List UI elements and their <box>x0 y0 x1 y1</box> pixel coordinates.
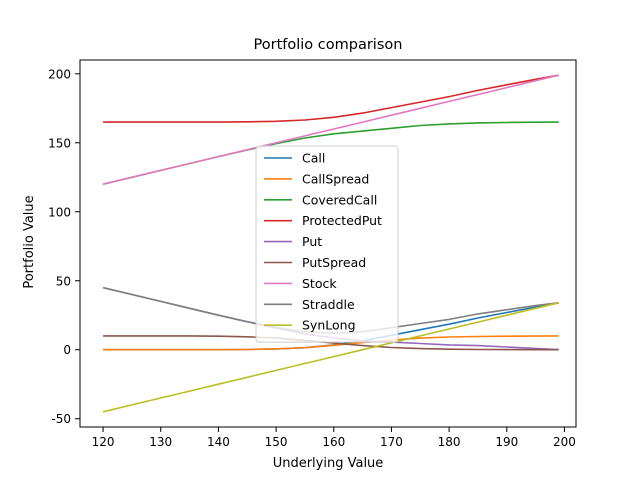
legend-entry: Call <box>302 151 325 166</box>
x-tick-label: 200 <box>553 435 576 449</box>
series-line-protectedput <box>103 74 559 123</box>
legend-entry: CallSpread <box>302 171 369 186</box>
y-tick-label: 150 <box>48 136 71 150</box>
series-line-callspread <box>103 335 559 351</box>
y-axis: -50 0 50 100 150 200 <box>48 67 80 426</box>
x-tick-label: 150 <box>265 435 288 449</box>
x-tick-label: 130 <box>149 435 172 449</box>
legend-entry: PutSpread <box>302 255 366 270</box>
x-tick-label: 170 <box>380 435 403 449</box>
x-tick-label: 190 <box>495 435 518 449</box>
x-tick-label: 120 <box>92 435 115 449</box>
legend-entry: SynLong <box>302 318 356 333</box>
legend-entry: CoveredCall <box>302 192 377 207</box>
x-tick-label: 140 <box>207 435 230 449</box>
legend-entry: Straddle <box>302 297 355 312</box>
series-line-putspread <box>103 335 559 351</box>
x-axis: 120 130 140 150 160 170 180 190 200 <box>92 427 576 449</box>
legend-entry: Stock <box>302 276 337 291</box>
y-tick-label: 200 <box>48 67 71 81</box>
y-tick-label: 0 <box>63 343 71 357</box>
y-tick-label: -50 <box>51 412 71 426</box>
legend: Call CallSpread CoveredCall ProtectedPut Put… <box>255 145 399 343</box>
legend-entry: Put <box>302 234 322 249</box>
x-axis-label: Underlying Value <box>273 456 384 471</box>
series-line-stock <box>102 74 559 185</box>
series-line-synlong <box>102 302 559 413</box>
y-tick-label: 100 <box>48 205 71 219</box>
x-tick-label: 160 <box>322 435 345 449</box>
y-tick-label: 50 <box>56 274 71 288</box>
chart-title: Portfolio comparison <box>254 37 403 53</box>
legend-box <box>255 145 399 343</box>
plot-frame <box>79 59 577 428</box>
x-tick-label: 180 <box>438 435 461 449</box>
legend-entry: ProtectedPut <box>302 213 382 228</box>
y-axis-label: Portfolio Value <box>22 195 37 288</box>
